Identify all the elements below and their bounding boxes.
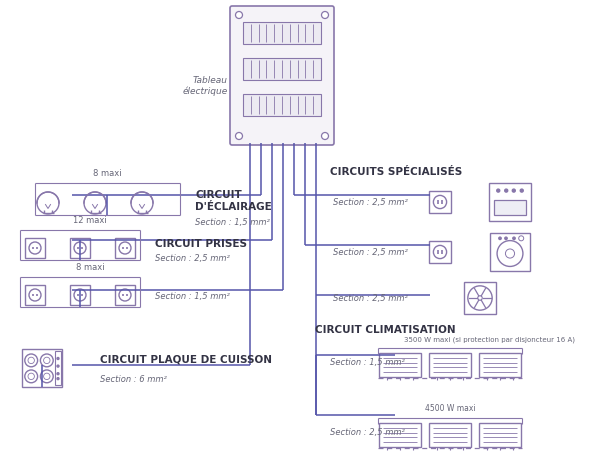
Circle shape bbox=[505, 237, 507, 239]
Text: 12 maxi: 12 maxi bbox=[73, 216, 107, 225]
Circle shape bbox=[505, 189, 508, 192]
Text: Section : 2,5 mm²: Section : 2,5 mm² bbox=[333, 198, 408, 207]
Text: Section : 6 mm²: Section : 6 mm² bbox=[100, 375, 167, 384]
Text: Tableau
électrique: Tableau électrique bbox=[183, 75, 228, 95]
Bar bbox=[243, 58, 321, 80]
Circle shape bbox=[235, 11, 242, 18]
Bar bbox=[479, 423, 521, 447]
Text: 3500 W maxi (si protection par disjoncteur 16 A): 3500 W maxi (si protection par disjoncte… bbox=[404, 337, 575, 343]
Text: Section : 1,5 mm²: Section : 1,5 mm² bbox=[195, 218, 270, 227]
Circle shape bbox=[512, 189, 515, 192]
Bar bbox=[22, 349, 62, 387]
Circle shape bbox=[57, 373, 59, 375]
Text: Section : 2,5 mm²: Section : 2,5 mm² bbox=[333, 293, 408, 302]
Circle shape bbox=[57, 357, 59, 359]
Circle shape bbox=[513, 237, 515, 239]
Text: CIRCUIT: CIRCUIT bbox=[195, 190, 242, 200]
Bar bbox=[379, 353, 421, 377]
Circle shape bbox=[84, 192, 106, 214]
Text: D'ÉCLAIRAGE: D'ÉCLAIRAGE bbox=[195, 202, 272, 212]
Text: Section : 2,5 mm²: Section : 2,5 mm² bbox=[155, 254, 230, 263]
Text: CIRCUIT CLIMATISATION: CIRCUIT CLIMATISATION bbox=[315, 325, 455, 335]
Circle shape bbox=[37, 192, 59, 214]
Bar bbox=[429, 241, 451, 263]
Circle shape bbox=[235, 133, 242, 139]
Text: CIRCUITS SPÉCIALISÉS: CIRCUITS SPÉCIALISÉS bbox=[330, 167, 462, 177]
Text: 4500 W maxi: 4500 W maxi bbox=[425, 404, 475, 413]
Bar bbox=[494, 200, 526, 215]
Circle shape bbox=[499, 237, 501, 239]
Circle shape bbox=[520, 189, 523, 192]
Bar bbox=[115, 238, 135, 258]
FancyBboxPatch shape bbox=[230, 6, 334, 145]
Circle shape bbox=[478, 296, 482, 300]
Bar bbox=[115, 285, 135, 305]
Bar bbox=[25, 238, 45, 258]
Bar bbox=[243, 94, 321, 116]
Bar bbox=[70, 285, 90, 305]
Bar bbox=[429, 423, 471, 447]
Circle shape bbox=[322, 11, 329, 18]
Circle shape bbox=[57, 365, 59, 367]
Bar bbox=[70, 238, 90, 258]
Text: 8 maxi: 8 maxi bbox=[76, 263, 104, 272]
Bar bbox=[479, 353, 521, 377]
Text: Section : 1,5 mm²: Section : 1,5 mm² bbox=[155, 292, 230, 301]
Bar bbox=[25, 285, 45, 305]
Bar bbox=[429, 353, 471, 377]
Bar bbox=[464, 282, 496, 314]
Text: CIRCUIT PLAQUE DE CUISSON: CIRCUIT PLAQUE DE CUISSON bbox=[100, 355, 272, 365]
Circle shape bbox=[497, 189, 500, 192]
Bar bbox=[55, 351, 61, 385]
Circle shape bbox=[57, 378, 59, 380]
Text: Section : 2,5 mm²: Section : 2,5 mm² bbox=[330, 428, 405, 437]
Bar bbox=[489, 183, 531, 221]
Bar bbox=[379, 423, 421, 447]
Circle shape bbox=[322, 133, 329, 139]
Text: Section : 1,5 mm²: Section : 1,5 mm² bbox=[330, 357, 405, 366]
Text: 8 maxi: 8 maxi bbox=[92, 169, 121, 178]
Bar bbox=[490, 233, 530, 271]
Circle shape bbox=[131, 192, 153, 214]
Text: Section : 2,5 mm²: Section : 2,5 mm² bbox=[333, 247, 408, 256]
Text: CIRCUIT PRISES: CIRCUIT PRISES bbox=[155, 239, 247, 249]
Bar bbox=[429, 191, 451, 213]
Bar bbox=[243, 22, 321, 44]
